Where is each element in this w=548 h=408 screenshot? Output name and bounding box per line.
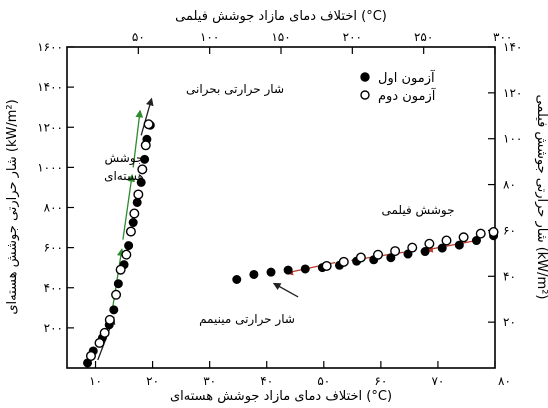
data-point-test-1 — [300, 264, 310, 274]
left-y-axis-label: شار حرارتی جوشش هسته‌ای (kW/m²) — [5, 99, 20, 314]
left-y-tick-label: ۴۰۰ — [44, 281, 63, 295]
trend-arrow — [132, 109, 144, 168]
data-point-test-1 — [249, 269, 259, 279]
right-y-tick-label: ۶۰ — [503, 223, 516, 237]
chf-annotation: شار حرارتی بحرانی — [186, 82, 284, 97]
left-y-tick-label: ۱۶۰۰ — [37, 40, 63, 54]
left-y-tick-label: ۱۰۰۰ — [37, 160, 63, 174]
legend-label-test-1: آزمون اول — [378, 69, 436, 86]
axis-ticks — [67, 46, 496, 368]
left-y-tick-label: ۲۰۰ — [44, 321, 63, 335]
data-point-test-2 — [85, 350, 96, 361]
data-point-test-2 — [441, 235, 452, 246]
data-point-test-1 — [124, 241, 134, 251]
data-point-test-2 — [475, 228, 486, 239]
minimum-heat-flux-annotation: شار حرارتی مینیمم — [199, 312, 295, 327]
data-point-test-1 — [232, 274, 242, 284]
bottom-x-tick-label: ۲۰ — [146, 374, 159, 388]
data-point-test-2 — [94, 337, 105, 348]
data-point-test-2 — [121, 249, 132, 260]
legend: آزمون اول آزمون دوم — [360, 69, 437, 104]
trend-arrow — [122, 173, 136, 240]
data-point-test-1 — [454, 240, 464, 250]
data-point-test-1 — [437, 243, 447, 253]
data-point-test-2 — [390, 246, 401, 257]
data-point-test-1 — [132, 197, 142, 207]
data-point-test-2 — [373, 249, 384, 260]
data-point-test-2 — [488, 227, 499, 238]
nucleate-boiling-label-line2: هسته‌ای — [104, 169, 144, 183]
data-point-test-1 — [420, 247, 430, 257]
data-point-test-2 — [143, 119, 154, 130]
right-y-axis-label: شار حرارتی جوشش فیلمی (kW/m²) — [534, 94, 548, 299]
data-point-test-2 — [125, 226, 136, 237]
data-point-test-2 — [99, 327, 110, 338]
right-y-tick-label: ۱۲۰ — [503, 86, 522, 100]
data-point-test-2 — [355, 252, 366, 263]
data-point-test-1 — [140, 154, 150, 164]
right-y-tick-label: ۴۰ — [503, 269, 516, 283]
data-point-test-2 — [407, 242, 418, 253]
legend-marker-test-1 — [360, 72, 370, 82]
data-point-test-2 — [129, 208, 140, 219]
film-boiling-label: جوشش فیلمی — [381, 203, 454, 218]
legend-marker-test-2 — [360, 90, 370, 100]
data-point-test-1 — [109, 305, 119, 315]
top-x-tick-label: ۲۰۰ — [343, 30, 362, 44]
trend-arrow — [272, 282, 299, 298]
data-point-test-1 — [386, 253, 396, 263]
data-point-test-1 — [266, 267, 276, 277]
top-x-tick-label: ۲۵۰ — [414, 30, 433, 44]
left-y-tick-label: ۸۰۰ — [44, 201, 63, 215]
bottom-x-tick-label: ۶۰ — [374, 374, 387, 388]
data-point-test-2 — [140, 140, 151, 151]
bottom-x-tick-label: ۱۰ — [89, 374, 102, 388]
right-y-tick-label: ۱۴۰ — [503, 40, 522, 54]
data-point-test-2 — [424, 238, 435, 249]
data-point-test-2 — [321, 260, 332, 271]
data-point-test-2 — [115, 264, 126, 275]
top-x-tick-label: ۱۰۰ — [200, 30, 219, 44]
data-point-test-1 — [471, 236, 481, 246]
left-y-tick-label: ۶۰۰ — [44, 241, 63, 255]
top-x-tick-label: ۳۰۰ — [493, 30, 512, 44]
data-point-test-2 — [133, 189, 144, 200]
top-x-axis-label: اختلاف دمای مازاد جوشش فیلمی (°C) — [175, 9, 387, 24]
data-points — [83, 119, 499, 368]
data-point-test-2 — [104, 314, 115, 325]
tick-labels: ۱۰ ۲۰ ۳۰ ۴۰ ۵۰ ۶۰ ۷۰ ۸۰ ۵۰ ۱۰۰ ۱۵۰ ۲۰۰ ۲۵۰ ۳۰۰ ۲۰۰ ۴۰۰ ۶… — [37, 30, 522, 388]
left-y-tick-label: ۱۴۰۰ — [37, 80, 63, 94]
top-x-tick-label: ۱۵۰ — [271, 30, 290, 44]
bottom-x-tick-label: ۷۰ — [431, 374, 444, 388]
trend-arrow — [140, 97, 154, 136]
data-point-test-2 — [111, 289, 122, 300]
data-point-test-1 — [136, 177, 146, 187]
data-point-test-1 — [283, 265, 293, 275]
bottom-x-tick-label: ۴۰ — [260, 374, 273, 388]
left-y-tick-label: ۱۲۰۰ — [37, 120, 63, 134]
bottom-x-tick-label: ۸۰ — [498, 374, 511, 388]
data-point-test-1 — [113, 279, 123, 289]
bottom-x-tick-label: ۳۰ — [203, 374, 216, 388]
data-point-test-1 — [128, 218, 138, 228]
trend-arrow — [424, 240, 476, 253]
data-point-test-2 — [338, 256, 349, 267]
data-point-test-2 — [137, 164, 148, 175]
bottom-x-tick-label: ۵۰ — [317, 374, 330, 388]
right-y-tick-label: ۸۰ — [503, 178, 516, 192]
top-x-tick-label: ۵۰ — [132, 30, 145, 44]
legend-label-test-2: آزمون دوم — [378, 87, 437, 104]
data-point-test-1 — [403, 249, 413, 259]
nucleate-boiling-label-line1: جوشش — [105, 151, 144, 166]
right-y-tick-label: ۲۰ — [503, 315, 516, 329]
right-y-tick-label: ۱۰۰ — [503, 132, 522, 146]
data-point-test-2 — [458, 232, 469, 243]
bottom-x-axis-label: اختلاف دمای مازاد جوشش هسته‌ای (°C) — [170, 389, 392, 404]
